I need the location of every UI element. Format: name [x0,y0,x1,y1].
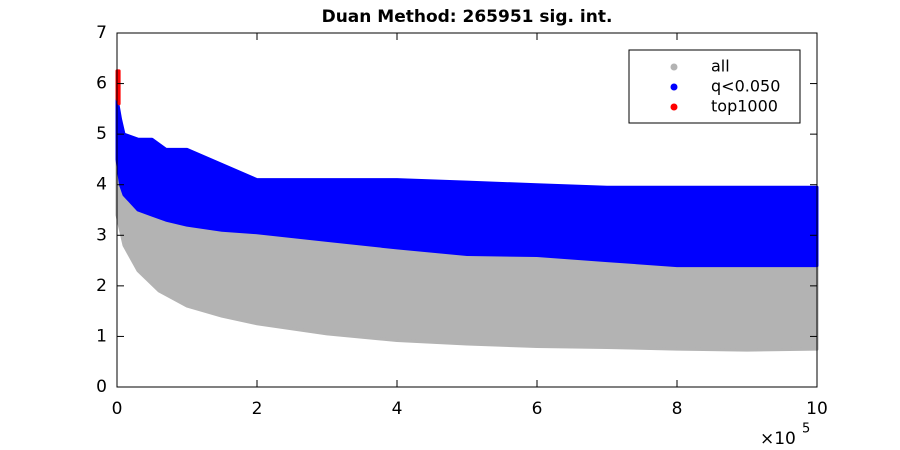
y-tick-label: 7 [96,23,107,43]
y-tick-label: 1 [96,326,107,346]
x-multiplier: ×10 [760,429,796,449]
x-tick-label: 2 [252,399,263,419]
legend-marker [670,103,678,111]
x-tick-label: 4 [392,399,403,419]
plot-frame [116,32,818,388]
legend-box [628,49,801,124]
x-multiplier-exponent: 5 [802,422,810,437]
y-tick-label: 2 [96,276,107,296]
x-tick-label: 8 [672,399,683,419]
legend-marker [670,83,678,91]
legend-label: all [711,57,730,76]
legend-label: top1000 [711,97,778,116]
y-tick-label: 4 [96,175,107,195]
legend-marker [670,63,678,71]
chart-title: Duan Method: 265951 sig. int. [322,7,613,27]
y-tick-label: 3 [96,225,107,245]
x-tick-label: 0 [112,399,123,419]
y-tick-label: 6 [96,74,107,94]
x-tick-label: 6 [532,399,543,419]
x-tick-label: 10 [806,399,828,419]
y-tick-label: 5 [96,124,107,144]
y-tick-label: 0 [96,377,107,397]
legend-label: q<0.050 [711,77,780,96]
